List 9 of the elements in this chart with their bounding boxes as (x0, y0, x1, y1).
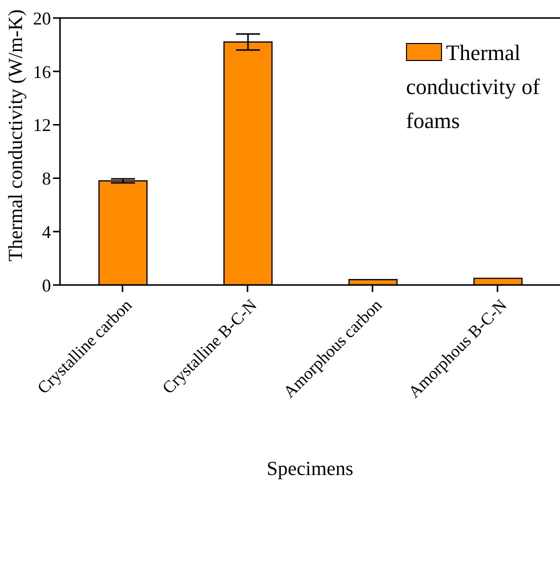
y-tick-label: 0 (42, 275, 51, 296)
y-tick-label: 12 (33, 115, 51, 136)
x-axis-title: Specimens (266, 458, 354, 480)
legend-label: Thermal conductivity of foams (406, 39, 541, 135)
y-tick-label: 16 (33, 62, 51, 82)
y-tick-label: 20 (33, 8, 51, 28)
y-tick-label: 8 (42, 168, 51, 189)
y-axis-title: Thermal conductivity (W/m-K) (5, 9, 28, 262)
y-tick-label: 4 (42, 222, 51, 242)
